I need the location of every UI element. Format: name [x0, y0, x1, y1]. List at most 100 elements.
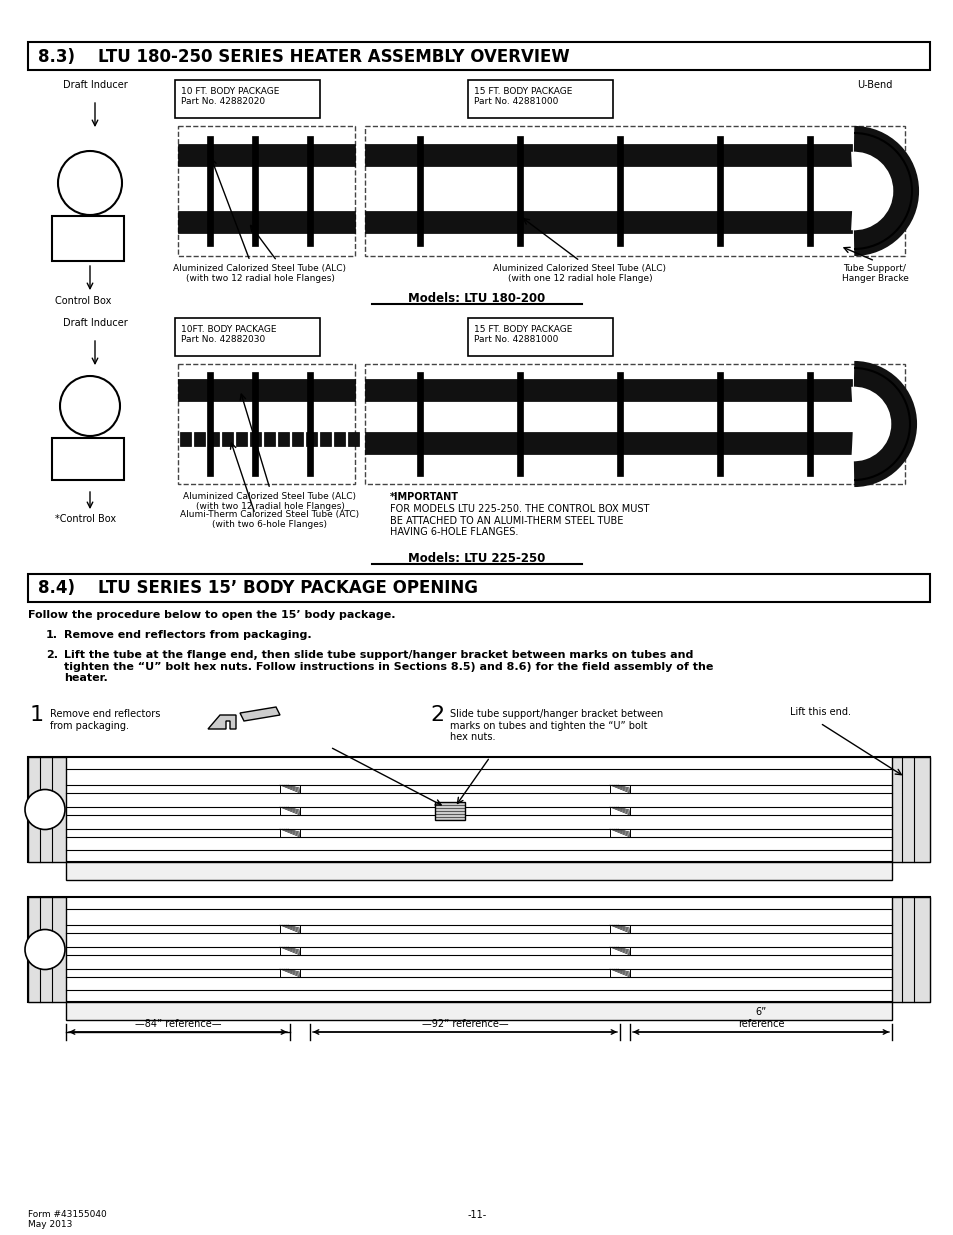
Bar [468, 317, 613, 356]
Bar [717, 136, 722, 246]
Bar [280, 947, 299, 955]
Bar [178, 364, 355, 484]
Bar [334, 432, 345, 446]
Bar [174, 80, 319, 119]
Text: 15 FT. BODY PACKAGE
Part No. 42881000: 15 FT. BODY PACKAGE Part No. 42881000 [474, 325, 572, 345]
Text: -11-: -11- [467, 1210, 486, 1220]
Bar [66, 862, 891, 881]
Bar [52, 438, 124, 480]
Bar [280, 969, 299, 977]
Bar [178, 126, 355, 256]
Text: Models: LTU 225-250: Models: LTU 225-250 [408, 552, 545, 564]
Polygon shape [240, 706, 280, 721]
Bar [178, 211, 355, 233]
Text: U-Bend: U-Bend [857, 80, 892, 90]
Bar [28, 897, 66, 1002]
Text: —92” reference—: —92” reference— [421, 1019, 508, 1029]
Text: —84” reference—: —84” reference— [134, 1019, 221, 1029]
Bar [365, 379, 851, 401]
Text: 2: 2 [430, 705, 444, 725]
Text: Aluminized Calorized Steel Tube (ALC)
(with one 12 radial hole Flange): Aluminized Calorized Steel Tube (ALC) (w… [493, 264, 666, 283]
Bar [280, 829, 299, 837]
Bar [178, 379, 355, 401]
Text: 1.: 1. [46, 630, 58, 640]
Bar [609, 969, 629, 977]
Text: Aluminized Calorized Steel Tube (ALC)
(with two 12 radial hole Flanges): Aluminized Calorized Steel Tube (ALC) (w… [183, 492, 356, 511]
Bar [66, 1002, 891, 1020]
Text: 10 FT. BODY PACKAGE
Part No. 42882020: 10 FT. BODY PACKAGE Part No. 42882020 [181, 86, 279, 106]
Text: Slide tube support/hanger bracket between
marks on tubes and tighten the “U” bol: Slide tube support/hanger bracket betwee… [450, 709, 662, 742]
Text: *Control Box: *Control Box [55, 514, 116, 524]
Bar [517, 136, 522, 246]
Circle shape [25, 789, 65, 830]
Bar [28, 574, 929, 601]
Text: 10FT. BODY PACKAGE
Part No. 42882030: 10FT. BODY PACKAGE Part No. 42882030 [181, 325, 276, 345]
Bar [208, 432, 219, 446]
Text: Tube Support/
Hanger Bracke: Tube Support/ Hanger Bracke [841, 264, 907, 283]
Bar [891, 757, 929, 862]
Bar [307, 372, 313, 475]
Text: Form #43155040
May 2013: Form #43155040 May 2013 [28, 1210, 107, 1229]
Bar [28, 897, 929, 1002]
Text: Remove end reflectors from packaging.: Remove end reflectors from packaging. [64, 630, 312, 640]
Text: 2.: 2. [46, 650, 58, 659]
Bar [28, 757, 929, 862]
Bar [517, 372, 522, 475]
Circle shape [60, 375, 120, 436]
Bar [235, 432, 247, 446]
Polygon shape [208, 715, 235, 729]
Bar [174, 317, 319, 356]
Bar [280, 925, 299, 932]
Text: 8.4)    LTU SERIES 15’ BODY PACKAGE OPENING: 8.4) LTU SERIES 15’ BODY PACKAGE OPENING [38, 579, 477, 597]
Bar [292, 432, 303, 446]
Text: Models: LTU 180-200: Models: LTU 180-200 [408, 291, 545, 305]
Text: Draft Inducer: Draft Inducer [63, 317, 128, 329]
Circle shape [25, 930, 65, 969]
Bar [365, 432, 851, 454]
Bar [617, 136, 622, 246]
Bar [348, 432, 358, 446]
Bar [222, 432, 233, 446]
Text: 8.3)    LTU 180-250 SERIES HEATER ASSEMBLY OVERVIEW: 8.3) LTU 180-250 SERIES HEATER ASSEMBLY … [38, 48, 569, 65]
Text: FOR MODELS LTU 225-250. THE CONTROL BOX MUST
BE ATTACHED TO AN ALUMI-THERM STEEL: FOR MODELS LTU 225-250. THE CONTROL BOX … [390, 504, 649, 537]
Bar [617, 372, 622, 475]
Bar [806, 136, 812, 246]
Bar [806, 372, 812, 475]
Bar [717, 372, 722, 475]
Text: Draft Inducer: Draft Inducer [63, 80, 128, 90]
Bar [416, 136, 422, 246]
Text: Alumi-Therm Calorized Steel Tube (ATC)
(with two 6-hole Flanges): Alumi-Therm Calorized Steel Tube (ATC) (… [180, 510, 359, 530]
Text: Follow the procedure below to open the 15’ body package.: Follow the procedure below to open the 1… [28, 610, 395, 620]
Bar [277, 432, 289, 446]
Bar [178, 144, 355, 165]
Bar [891, 897, 929, 1002]
Text: Control Box: Control Box [55, 296, 112, 306]
Bar [252, 136, 257, 246]
Bar [28, 42, 929, 70]
Bar [52, 216, 124, 261]
Circle shape [58, 151, 122, 215]
Bar [365, 364, 904, 484]
Bar [609, 947, 629, 955]
Bar [468, 80, 613, 119]
Bar [307, 136, 313, 246]
Bar [28, 757, 66, 862]
Bar [264, 432, 274, 446]
Bar [609, 806, 629, 815]
Bar [416, 372, 422, 475]
Bar [365, 211, 851, 233]
Bar [609, 829, 629, 837]
Bar [365, 144, 851, 165]
Bar [365, 126, 904, 256]
Bar [280, 806, 299, 815]
Text: Aluminized Calorized Steel Tube (ALC)
(with two 12 radial hole Flanges): Aluminized Calorized Steel Tube (ALC) (w… [173, 264, 346, 283]
Bar [250, 432, 261, 446]
Bar [207, 372, 213, 475]
Bar [193, 432, 205, 446]
Text: Lift the tube at the flange end, then slide tube support/hanger bracket between : Lift the tube at the flange end, then sl… [64, 650, 713, 683]
Text: 1: 1 [30, 705, 44, 725]
Text: *IMPORTANT: *IMPORTANT [390, 492, 458, 501]
Bar [306, 432, 316, 446]
Bar [319, 432, 331, 446]
Bar [609, 925, 629, 932]
